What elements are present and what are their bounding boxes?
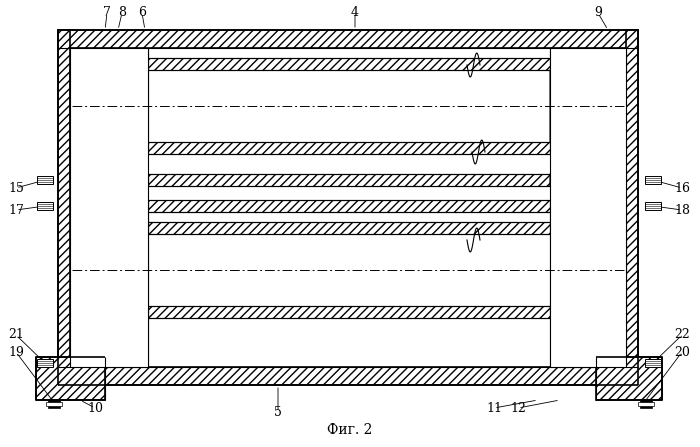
Bar <box>550 48 626 58</box>
Polygon shape <box>70 212 148 222</box>
Bar <box>37 359 53 367</box>
Text: 20: 20 <box>674 346 690 358</box>
Bar <box>58 30 638 48</box>
Bar <box>626 30 638 385</box>
Text: 7: 7 <box>103 7 111 20</box>
Polygon shape <box>552 207 624 227</box>
Bar <box>645 202 661 210</box>
Text: 8: 8 <box>118 7 126 20</box>
Bar <box>36 357 105 400</box>
Bar <box>70 142 148 154</box>
Text: 5: 5 <box>274 405 282 418</box>
Bar <box>550 306 626 318</box>
Bar <box>550 222 626 234</box>
Text: 21: 21 <box>8 329 24 342</box>
Bar <box>70 318 148 367</box>
Text: 18: 18 <box>674 203 690 216</box>
Text: 17: 17 <box>8 203 24 216</box>
Text: 9: 9 <box>594 7 602 20</box>
Bar <box>37 202 53 210</box>
Text: 15: 15 <box>8 181 24 194</box>
Bar <box>148 222 550 234</box>
Bar <box>550 234 626 306</box>
Bar <box>550 58 626 70</box>
Bar <box>70 48 148 367</box>
Bar <box>48 400 60 408</box>
Bar <box>638 402 654 406</box>
Bar <box>70 234 148 306</box>
Polygon shape <box>550 70 626 186</box>
Bar <box>58 367 638 385</box>
Text: 16: 16 <box>674 181 690 194</box>
Bar <box>550 239 580 301</box>
Bar <box>148 200 550 212</box>
Polygon shape <box>70 70 148 186</box>
Bar <box>596 357 662 400</box>
Text: 10: 10 <box>87 401 103 414</box>
Polygon shape <box>550 212 626 222</box>
Bar <box>70 58 148 70</box>
Bar <box>70 306 148 318</box>
Bar <box>70 200 148 212</box>
Bar <box>118 239 148 301</box>
Bar <box>58 30 70 385</box>
Text: 6: 6 <box>138 7 146 20</box>
Polygon shape <box>72 207 146 227</box>
Polygon shape <box>72 70 146 186</box>
Bar <box>148 58 550 70</box>
Text: 19: 19 <box>8 346 24 358</box>
Bar <box>70 70 148 142</box>
Bar <box>550 48 626 367</box>
Bar <box>645 359 661 367</box>
Bar <box>550 200 626 212</box>
Bar <box>70 222 148 234</box>
Text: 12: 12 <box>510 401 526 414</box>
Bar <box>118 75 148 137</box>
Bar <box>46 402 62 406</box>
Text: 11: 11 <box>486 401 502 414</box>
Bar <box>37 176 53 184</box>
Bar <box>148 174 550 186</box>
Bar <box>640 400 652 408</box>
Text: Фиг. 2: Фиг. 2 <box>328 423 372 437</box>
Text: 4: 4 <box>351 7 359 20</box>
Bar <box>550 318 626 367</box>
Bar <box>70 174 148 186</box>
Bar <box>550 174 626 186</box>
Text: 22: 22 <box>674 329 690 342</box>
Bar <box>645 176 661 184</box>
Bar <box>148 306 550 318</box>
Bar <box>550 142 626 154</box>
Bar <box>70 48 148 58</box>
Bar <box>148 142 550 154</box>
Polygon shape <box>552 70 624 186</box>
